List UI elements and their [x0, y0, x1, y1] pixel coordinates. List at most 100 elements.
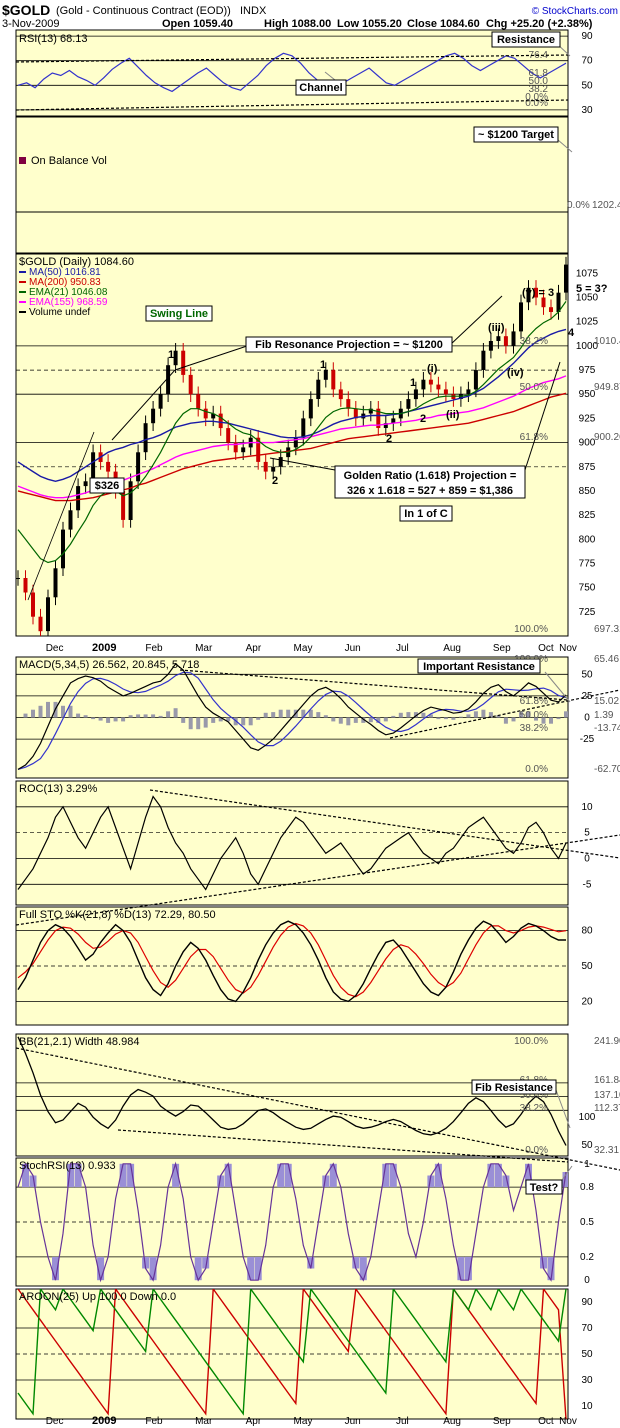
price-candle [391, 418, 396, 424]
target-pointer [557, 139, 573, 153]
macd-hist-bar [226, 717, 231, 722]
macd-hist-bar [166, 711, 171, 718]
price-candle [158, 394, 163, 409]
wave-label-1c: 1 [410, 377, 416, 389]
price-candle [83, 481, 88, 487]
x-axis-top: Dec 2009 Feb Mar Apr May Jun Jul Aug Sep Oct Nov [46, 642, 577, 654]
macd-hist-bar [549, 717, 553, 724]
macd-hist-bar [256, 717, 261, 720]
price-candle [323, 370, 328, 380]
wave-labels: 5 = 3? (v) = 3 (iii) (i) (ii) (iv) 1 1 1… [168, 283, 608, 487]
symbol-description: (Gold - Continuous Contract (EOD)) [56, 5, 231, 17]
macd-hist-bar [173, 708, 178, 718]
price-candle [511, 331, 516, 346]
rsi-fib-label: 0.0% [525, 92, 548, 103]
macd-fib-label: 61.8% [520, 696, 548, 707]
annotation-lines [15, 41, 620, 1181]
stochrsi-overbought-fill [74, 1163, 82, 1188]
aroon-tick: 70 [581, 1323, 593, 1334]
price-fib-value: 900.26 [594, 432, 620, 443]
macd-hist-bar [526, 711, 531, 718]
bb-tick: 100 [579, 1112, 596, 1123]
wave-label-iii: (iii) [488, 322, 505, 334]
bb-resistance-line [15, 1047, 620, 1171]
price-candle [549, 307, 553, 312]
price-candle [338, 389, 343, 400]
price-candle [368, 408, 373, 414]
macd-hist-bar [511, 717, 516, 722]
bb-fib-value: 32.31 [594, 1145, 619, 1156]
macd-hist-bar [271, 712, 276, 718]
wave-label-iv: (iv) [507, 367, 524, 379]
macd-hist-bar [534, 717, 538, 721]
x-axis-label: Apr [246, 643, 262, 654]
x-axis-label: Jun [345, 643, 361, 654]
rsi-title: RSI(13) 68.13 [19, 33, 87, 45]
x-axis-label: Sep [493, 1416, 511, 1427]
macd-hist-bar [496, 715, 501, 718]
price-candle [211, 413, 216, 419]
macd-hist-bar [308, 709, 313, 718]
macd-support-line [389, 689, 620, 739]
price-candle [278, 457, 283, 467]
wave-label-1b: 1 [320, 359, 326, 371]
obv-legend-swatch [19, 157, 26, 164]
wave-label-1a: 1 [168, 349, 174, 361]
macd-hist-bar [541, 717, 546, 724]
price-candle [519, 302, 523, 332]
macd-hist-bar [61, 705, 65, 718]
macd-fib-label: 50.0% [520, 710, 548, 721]
macd-hist-bar [263, 712, 268, 718]
price-candle [241, 447, 246, 453]
price-candle [76, 486, 81, 511]
stochrsi-overbought-fill [172, 1163, 180, 1188]
price-fib-label: 61.8% [520, 432, 548, 443]
bb-fib-value: 161.84 [594, 1075, 620, 1086]
price-candle [143, 423, 148, 453]
price-candle [166, 365, 171, 395]
macd-hist-bar [481, 709, 486, 718]
price-panel: $GOLD (Daily) 1084.60 MA(50) 1016.81MA(2… [15, 253, 620, 637]
price-candle [68, 510, 73, 530]
stochrsi-oversold-fill [194, 1256, 202, 1281]
price-candle [346, 399, 351, 409]
macd-hist-bar [436, 717, 441, 720]
aroon-tick: 50 [581, 1349, 593, 1360]
price-candle [331, 370, 336, 390]
stochrsi-tick: 0.5 [580, 1217, 594, 1228]
roc-tick: -5 [583, 879, 592, 890]
golden-ratio-line-1: Golden Ratio (1.618) Projection = [344, 470, 517, 482]
macd-hist-bar [106, 717, 111, 723]
macd-line [17, 663, 567, 770]
macd-hist-bar [398, 712, 403, 718]
macd-hist-bar [519, 712, 523, 718]
roc-tick: 5 [584, 828, 590, 839]
symbol: $GOLD [2, 2, 50, 18]
stochrsi-overbought-fill [284, 1163, 292, 1188]
wave-label-4: 4 [568, 327, 575, 339]
obv-fib-value: 1202.43 [592, 200, 620, 211]
macd-hist-bar [68, 705, 73, 718]
macd-fib-value: -13.74 [594, 723, 620, 734]
roc-tick: 0 [584, 854, 590, 865]
macd-hist-bar [113, 717, 118, 722]
x-axis-label: Aug [443, 643, 461, 654]
stochrsi-oversold-fill [307, 1256, 315, 1269]
macd-hist-bar [241, 717, 246, 726]
macd-hist-bar [443, 717, 448, 720]
macd-hist-bar [203, 717, 208, 728]
price-tick: 750 [579, 583, 596, 594]
macd-hist-bar [316, 712, 321, 718]
rsi-resistance-line [15, 54, 569, 63]
stoch-tick: 50 [581, 961, 593, 972]
aroon-down-line [17, 1289, 567, 1419]
price-tick: 1050 [576, 293, 599, 304]
macd-hist-bar [151, 714, 156, 718]
price-candle [121, 490, 126, 520]
stochrsi-oversold-fill [254, 1256, 262, 1281]
stochrsi-overbought-fill [382, 1163, 390, 1188]
stochrsi-overbought-fill [525, 1163, 532, 1188]
macd-hist-bar [473, 711, 478, 718]
roc-tick: 10 [581, 802, 593, 813]
x-axis-label: May [294, 643, 313, 654]
